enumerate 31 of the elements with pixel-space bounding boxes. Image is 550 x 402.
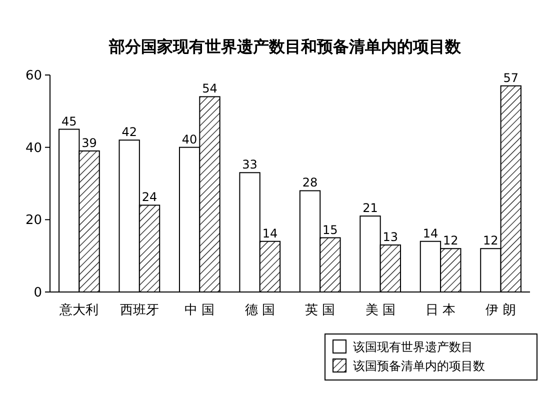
- chart-title: 部分国家现有世界遗产数目和预备清单内的项目数: [108, 37, 462, 56]
- y-tick-label: 20: [25, 213, 42, 228]
- data-label: 45: [61, 114, 77, 128]
- x-tick-label: 西班牙: [120, 303, 159, 318]
- legend-label: 该国预备清单内的项目数: [353, 359, 485, 374]
- x-tick-label: 伊 朗: [486, 302, 516, 318]
- x-tick-label: 德 国: [244, 303, 275, 318]
- y-tick-label: 0: [34, 286, 42, 301]
- x-tick-label: 中 国: [184, 303, 215, 318]
- data-label: 33: [242, 158, 258, 172]
- x-tick-label: 英 国: [305, 303, 336, 318]
- x-tick-label: 美 国: [365, 302, 396, 318]
- data-label: 13: [382, 230, 398, 244]
- data-label: 39: [82, 136, 97, 150]
- data-label: 12: [483, 234, 498, 248]
- data-label: 42: [122, 125, 137, 140]
- data-label: 14: [262, 226, 278, 240]
- x-tick-label: 日 本: [425, 303, 456, 318]
- data-label: 40: [182, 132, 198, 146]
- data-label: 14: [422, 226, 438, 240]
- x-tick-label: 意大利: [58, 303, 99, 318]
- data-label: 21: [362, 201, 378, 216]
- data-label: 12: [443, 234, 458, 248]
- y-tick-label: 40: [25, 140, 42, 156]
- data-label: 57: [503, 70, 519, 85]
- y-tick-label: 60: [25, 68, 42, 84]
- data-label: 15: [322, 222, 338, 237]
- legend-label: 该国现有世界遗产数目: [353, 340, 473, 354]
- data-label: 24: [142, 190, 158, 204]
- data-label: 28: [302, 176, 318, 190]
- data-label: 54: [202, 82, 218, 96]
